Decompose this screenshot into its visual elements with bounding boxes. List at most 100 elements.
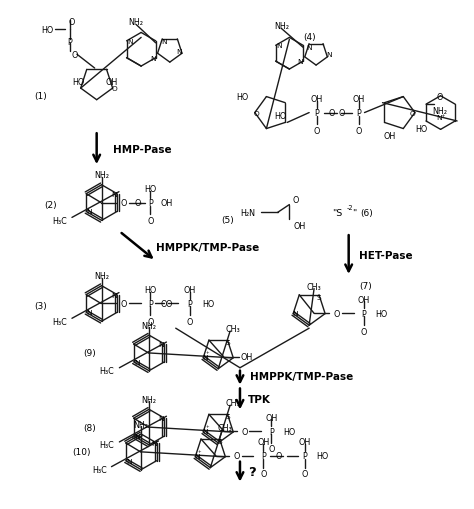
Text: NH₂: NH₂ <box>134 420 149 429</box>
Text: CH₃: CH₃ <box>218 423 233 432</box>
Text: O: O <box>339 109 345 118</box>
Text: HO: HO <box>283 427 295 436</box>
Text: S: S <box>225 340 230 346</box>
Text: O: O <box>268 444 274 454</box>
Text: ": " <box>353 209 357 217</box>
Text: OH: OH <box>357 295 370 304</box>
Text: S: S <box>225 413 230 419</box>
Text: HMPPK/TMP-Pase: HMPPK/TMP-Pase <box>250 371 353 381</box>
Text: N: N <box>151 440 156 446</box>
Text: O: O <box>165 299 172 308</box>
Text: OH: OH <box>383 131 396 140</box>
Text: H₃C: H₃C <box>52 216 67 225</box>
Text: N: N <box>159 342 164 347</box>
Text: O: O <box>260 469 266 478</box>
Text: HET-Pase: HET-Pase <box>358 250 412 261</box>
Text: O: O <box>134 199 141 208</box>
Text: N⁺: N⁺ <box>436 115 446 120</box>
Text: (1): (1) <box>34 92 47 101</box>
Text: N: N <box>327 52 332 58</box>
Text: O: O <box>241 427 248 436</box>
Text: CH₃: CH₃ <box>226 324 240 333</box>
Text: O: O <box>356 127 362 135</box>
Text: O: O <box>160 299 167 308</box>
Text: HMPPK/TMP-Pase: HMPPK/TMP-Pase <box>156 243 259 252</box>
Text: OH: OH <box>160 199 173 208</box>
Text: O: O <box>360 327 367 336</box>
Text: OH: OH <box>353 95 365 104</box>
Text: OH: OH <box>184 286 196 295</box>
Text: ⁺: ⁺ <box>205 351 209 357</box>
Text: P: P <box>188 299 192 308</box>
Text: H₂N: H₂N <box>240 209 255 217</box>
Text: NH₂: NH₂ <box>94 171 109 180</box>
Text: ⁺: ⁺ <box>205 425 209 431</box>
Text: O: O <box>329 109 335 118</box>
Text: N: N <box>134 433 139 439</box>
Text: NH₂: NH₂ <box>142 321 156 330</box>
Text: N: N <box>86 209 92 215</box>
Text: S: S <box>217 438 222 444</box>
Text: P: P <box>361 309 366 318</box>
Text: HO: HO <box>317 451 329 460</box>
Text: N: N <box>127 39 132 45</box>
Text: HO: HO <box>41 26 54 35</box>
Text: N: N <box>159 415 164 421</box>
Text: O: O <box>69 18 75 27</box>
Text: O: O <box>254 110 260 117</box>
Text: P: P <box>68 38 73 47</box>
Text: O: O <box>301 469 308 478</box>
Text: H₃C: H₃C <box>100 366 114 376</box>
Text: OH: OH <box>105 77 118 87</box>
Text: P: P <box>148 199 153 208</box>
Text: TPK: TPK <box>248 394 271 405</box>
Text: (6): (6) <box>360 209 373 217</box>
Text: NH₂: NH₂ <box>129 18 144 27</box>
Text: N: N <box>194 453 200 459</box>
Text: OH: OH <box>311 95 323 104</box>
Text: N: N <box>162 39 167 45</box>
Text: CH₃: CH₃ <box>307 282 321 292</box>
Text: N: N <box>202 354 208 360</box>
Text: O: O <box>120 199 127 208</box>
Text: N: N <box>111 191 117 197</box>
Text: N: N <box>176 49 182 55</box>
Text: NH₂: NH₂ <box>94 272 109 280</box>
Text: H₃C: H₃C <box>100 440 114 449</box>
Text: O: O <box>233 451 240 460</box>
Text: "S: "S <box>332 209 342 217</box>
Text: H₃C: H₃C <box>92 465 107 474</box>
Text: (7): (7) <box>359 281 372 291</box>
Text: N: N <box>126 458 131 464</box>
Text: O: O <box>120 299 127 308</box>
Text: ?: ? <box>248 465 255 478</box>
Text: OH: OH <box>299 438 311 446</box>
Text: (3): (3) <box>34 301 47 310</box>
Text: HMP-Pase: HMP-Pase <box>113 145 172 155</box>
Text: NH₂: NH₂ <box>274 22 289 31</box>
Text: OH: OH <box>240 353 253 362</box>
Text: HO: HO <box>415 125 427 134</box>
Text: N: N <box>111 292 117 298</box>
Text: P: P <box>261 451 265 460</box>
Text: N: N <box>297 59 303 65</box>
Text: OH: OH <box>265 413 277 422</box>
Text: P: P <box>269 427 273 436</box>
Text: HO: HO <box>144 185 156 194</box>
Text: O: O <box>112 86 118 92</box>
Text: HO: HO <box>237 93 248 102</box>
Text: -2: -2 <box>346 204 353 210</box>
Text: (5): (5) <box>222 215 235 224</box>
Text: N: N <box>150 55 155 62</box>
Text: O: O <box>292 196 299 205</box>
Text: HO: HO <box>73 77 85 87</box>
Text: (2): (2) <box>44 201 56 210</box>
Text: HO: HO <box>202 299 214 308</box>
Text: HO: HO <box>274 112 286 121</box>
Text: OH: OH <box>257 438 269 446</box>
Text: N: N <box>134 359 139 365</box>
Text: NH₂: NH₂ <box>142 395 156 404</box>
Text: O: O <box>147 317 154 326</box>
Text: O: O <box>334 309 340 318</box>
Text: P: P <box>148 299 153 308</box>
